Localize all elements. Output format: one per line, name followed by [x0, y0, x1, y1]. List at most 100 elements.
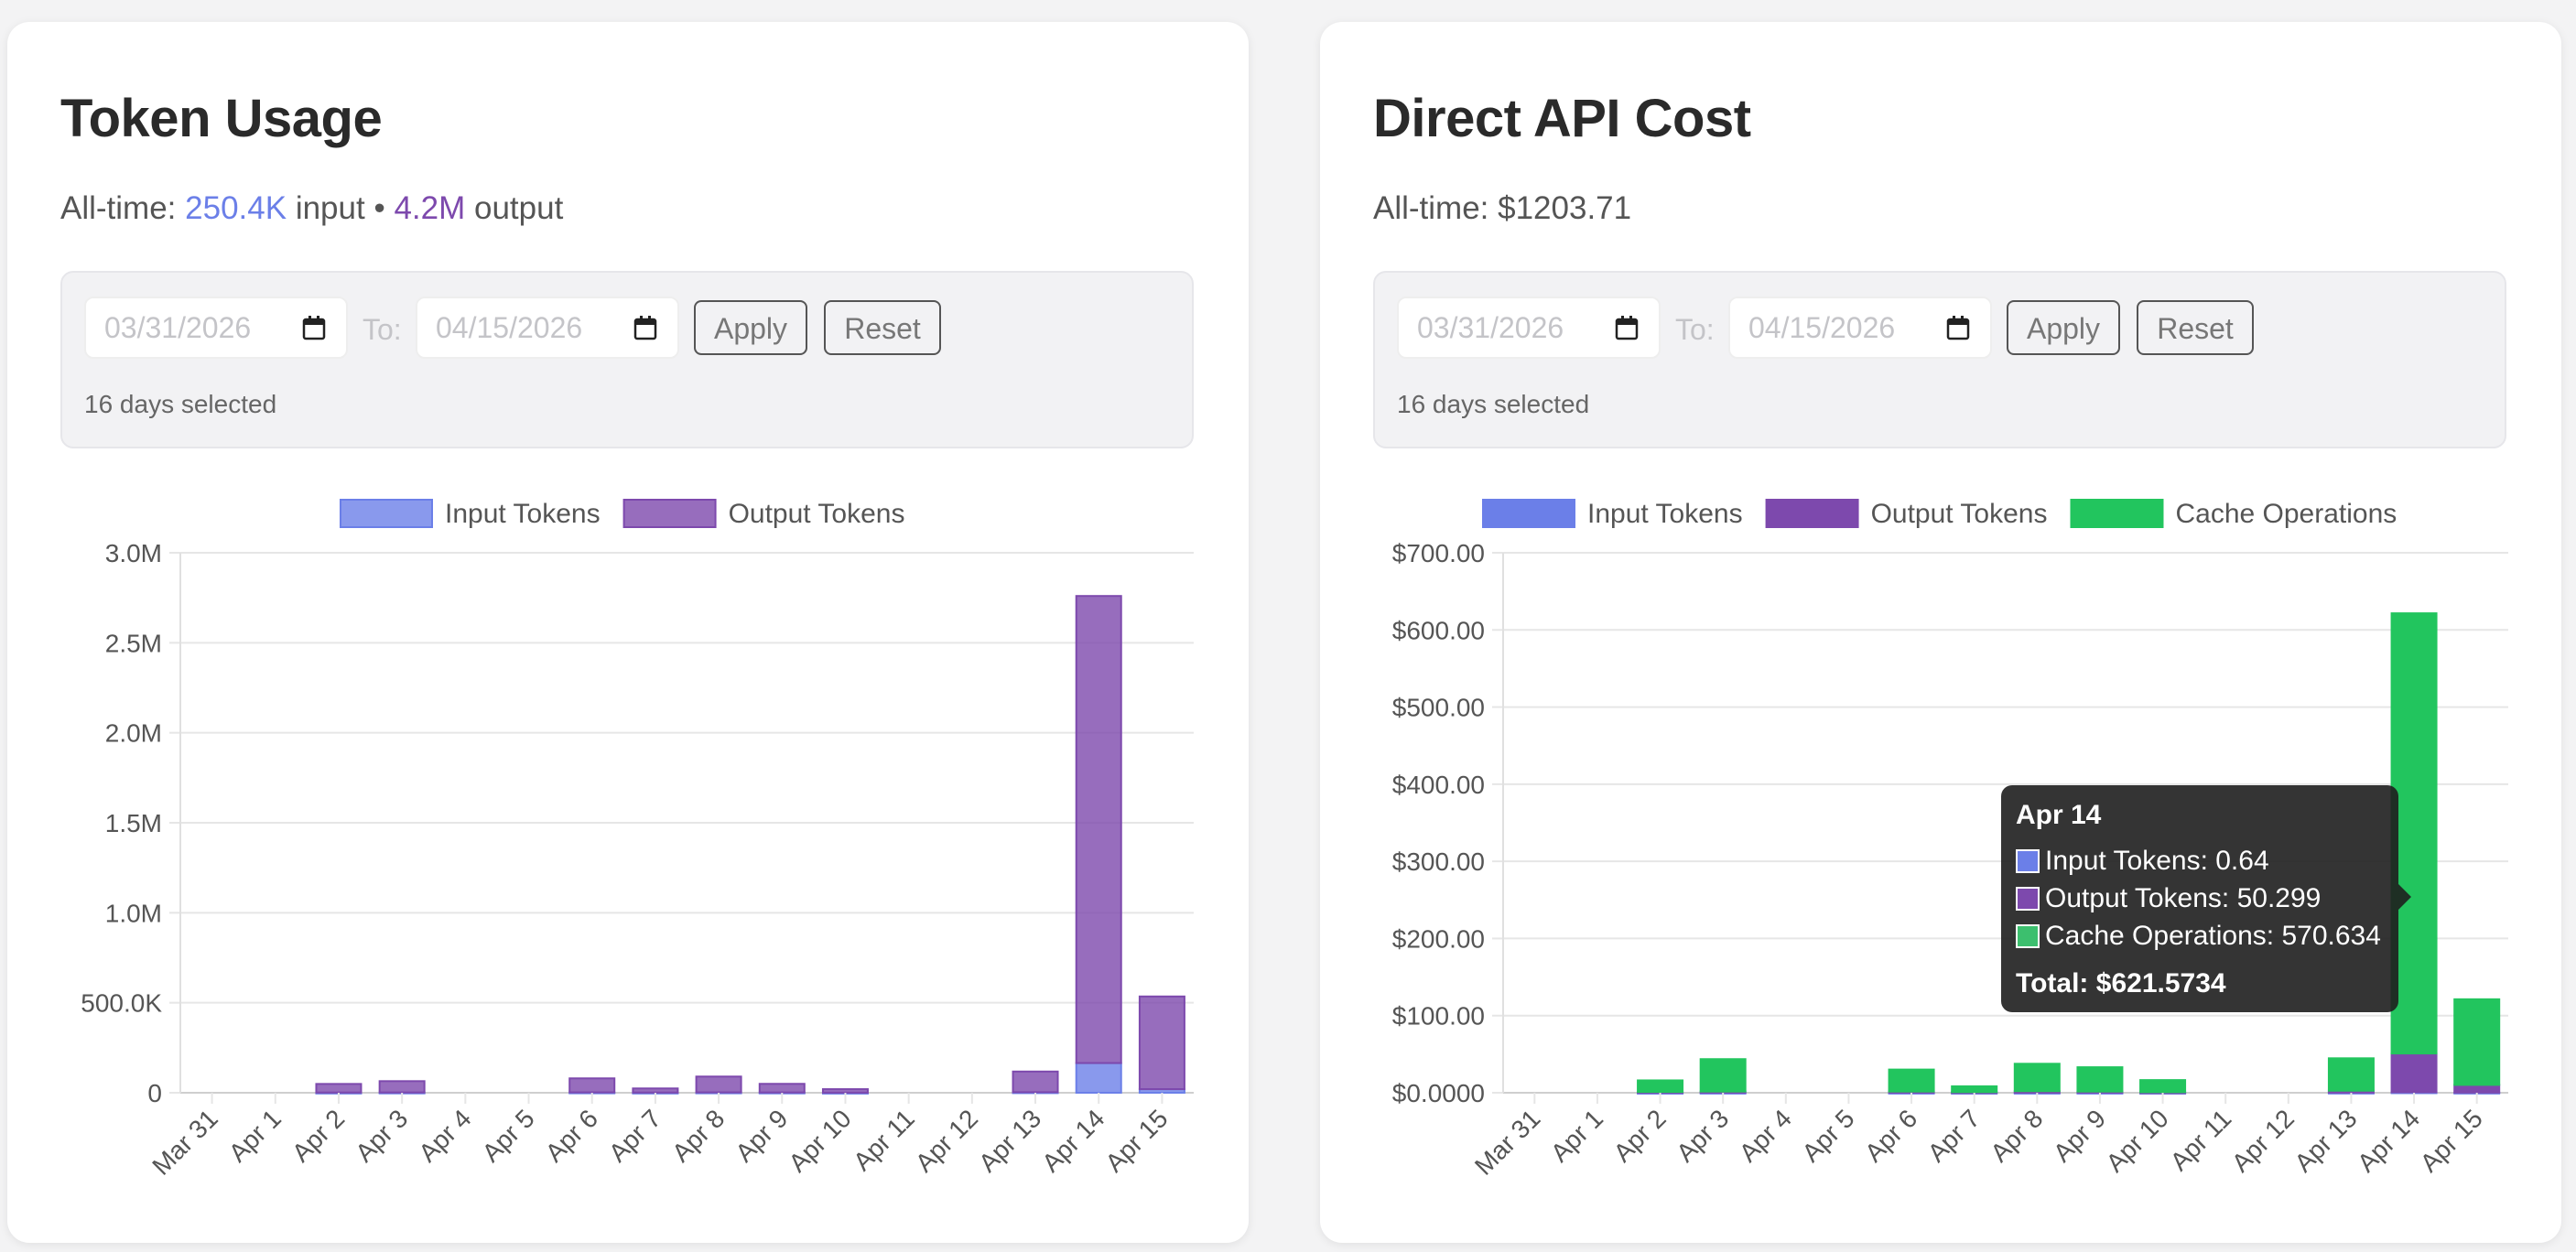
x-tick-label: Apr 11: [848, 1104, 920, 1176]
x-tick-label: Mar 31: [1469, 1104, 1546, 1181]
x-tick-label: Apr 3: [350, 1104, 413, 1167]
bar-segment[interactable]: [378, 1080, 426, 1094]
tooltip-row-input: Input Tokens: 0.64: [2016, 846, 2269, 877]
from-date-input[interactable]: 03/31/2026: [84, 297, 348, 359]
apply-button[interactable]: Apply: [694, 300, 807, 355]
token-usage-chart: Input Tokens Output Tokens 0 500.0K 1.0M 1.5M…: [81, 499, 1194, 1181]
x-tick-label: Apr 1: [223, 1104, 287, 1167]
legend-label: Output Tokens: [1871, 499, 2048, 529]
x-tick-label: Mar 31: [146, 1104, 223, 1181]
bar-segment[interactable]: [632, 1087, 679, 1094]
swatch-cache: [2016, 924, 2040, 948]
reset-button[interactable]: Reset: [824, 300, 941, 355]
tooltip-input-text: Input Tokens: 0.64: [2045, 846, 2269, 876]
date-filter: 03/31/2026 To: 04/15/2026 Apply Reset 16…: [60, 271, 1194, 448]
alltime-summary: All-time: $1203.71: [1373, 190, 1632, 226]
bar-segment[interactable]: [568, 1077, 616, 1094]
bar-segment[interactable]: [1075, 595, 1122, 1064]
y-tick-label: 500.0K: [81, 989, 162, 1018]
alltime-output-word: output: [474, 190, 564, 226]
to-date-input[interactable]: 04/15/2026: [1728, 297, 1992, 359]
legend-label: Cache Operations: [2175, 499, 2397, 529]
calendar-icon[interactable]: [633, 315, 657, 340]
tooltip-cache-text: Cache Operations: 570.634: [2045, 921, 2381, 951]
x-tick-label: Apr 7: [1922, 1104, 1986, 1167]
y-tick-label: $200.00: [1392, 924, 1485, 953]
x-tick-label: Apr 12: [2226, 1104, 2300, 1177]
tooltip-row-cache: Cache Operations: 570.634: [2016, 921, 2381, 952]
x-tick-label: Apr 10: [2101, 1104, 2174, 1177]
bar-segment[interactable]: [2139, 1079, 2187, 1094]
bar-segment[interactable]: [2076, 1066, 2124, 1093]
legend-swatch: [2070, 499, 2164, 528]
x-tick-label: Apr 11: [2165, 1104, 2237, 1176]
bar-segment[interactable]: [1699, 1058, 1747, 1093]
x-tick-label: Apr 7: [603, 1104, 666, 1167]
y-tick-label: $500.00: [1392, 694, 1485, 722]
y-tick-label: 0: [147, 1079, 162, 1107]
x-tick-label: Apr 6: [1859, 1104, 1922, 1167]
bar-segment[interactable]: [1888, 1068, 1935, 1093]
tooltip-output-text: Output Tokens: 50.299: [2045, 883, 2322, 913]
to-date-value: 04/15/2026: [436, 311, 583, 344]
bar-segment[interactable]: [758, 1083, 806, 1094]
to-date-input[interactable]: 04/15/2026: [416, 297, 679, 359]
x-tick-label: Apr 13: [973, 1104, 1046, 1177]
legend-label: Input Tokens: [445, 499, 601, 529]
y-tick-label: $400.00: [1392, 771, 1485, 799]
legend-item[interactable]: Cache Operations: [2070, 499, 2397, 529]
days-selected-text: 16 days selected: [84, 390, 277, 418]
bar-segment[interactable]: [1075, 1062, 1122, 1094]
from-date-value: 03/31/2026: [1417, 311, 1564, 344]
legend-swatch: [340, 499, 433, 528]
legend-item[interactable]: Input Tokens: [340, 499, 601, 529]
legend-item[interactable]: Input Tokens: [1482, 499, 1743, 529]
legend-item[interactable]: Output Tokens: [1765, 499, 2048, 529]
calendar-icon[interactable]: [302, 315, 326, 340]
x-tick-label: Apr 1: [1545, 1104, 1608, 1167]
legend-label: Input Tokens: [1587, 499, 1743, 529]
bar-segment[interactable]: [1012, 1070, 1059, 1094]
to-label: To:: [363, 313, 402, 346]
calendar-icon[interactable]: [1615, 315, 1639, 340]
days-selected-text: 16 days selected: [1397, 390, 1590, 418]
x-tick-label: Apr 4: [1734, 1104, 1797, 1167]
from-date-value: 03/31/2026: [104, 311, 252, 344]
y-tick-label: 2.5M: [105, 629, 162, 657]
apply-button[interactable]: Apply: [2007, 300, 2120, 355]
reset-button[interactable]: Reset: [2137, 300, 2254, 355]
bar-segment[interactable]: [315, 1083, 363, 1094]
alltime-input-value: 250.4K: [185, 190, 287, 226]
y-tick-label: 2.0M: [105, 719, 162, 748]
from-date-input[interactable]: 03/31/2026: [1397, 297, 1661, 359]
bar-segment[interactable]: [821, 1088, 869, 1094]
bar-segment[interactable]: [2453, 998, 2501, 1086]
x-tick-label: Apr 14: [1036, 1104, 1109, 1177]
calendar-icon[interactable]: [1946, 315, 1970, 340]
bar-segment[interactable]: [2453, 1084, 2501, 1094]
bar-segment[interactable]: [2327, 1057, 2375, 1092]
y-tick-label: 3.0M: [105, 539, 162, 567]
y-tick-label: $300.00: [1392, 847, 1485, 876]
x-tick-label: Apr 15: [2415, 1104, 2488, 1177]
x-tick-label: Apr 15: [1099, 1104, 1173, 1177]
bar-segment[interactable]: [695, 1075, 742, 1094]
legend-label: Output Tokens: [729, 499, 905, 529]
api-cost-card: Direct API Cost All-time: $1203.71 03/31…: [1320, 22, 2561, 1243]
date-filter: 03/31/2026 To: 04/15/2026 Apply Reset 16…: [1373, 271, 2506, 448]
x-tick-label: Apr 3: [1671, 1104, 1734, 1167]
legend-item[interactable]: Output Tokens: [622, 499, 905, 529]
alltime-prefix: All-time:: [60, 190, 177, 226]
bar-segment[interactable]: [2390, 612, 2438, 1055]
bar-segment[interactable]: [1138, 995, 1185, 1091]
bar-segment[interactable]: [1951, 1085, 1998, 1094]
bar-segment[interactable]: [2013, 1063, 2061, 1093]
bar-segment[interactable]: [2390, 1052, 2438, 1094]
x-tick-label: Apr 8: [1985, 1104, 2048, 1167]
token-usage-card: Token Usage All-time: 250.4K input • 4.2…: [7, 22, 1249, 1243]
legend-swatch: [622, 499, 717, 528]
to-label: To:: [1675, 313, 1715, 346]
x-tick-label: Apr 10: [783, 1104, 856, 1177]
bar-segment[interactable]: [1637, 1079, 1684, 1094]
swatch-output: [2016, 887, 2040, 911]
